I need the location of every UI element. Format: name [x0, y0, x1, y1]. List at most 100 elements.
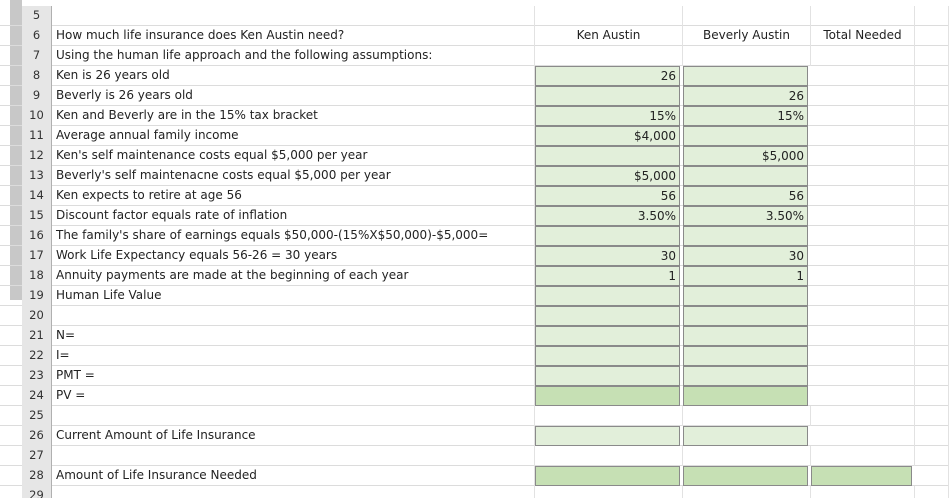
cell: [535, 226, 680, 246]
cell: [811, 366, 915, 386]
cell: [811, 406, 915, 426]
row-number: 29: [22, 486, 52, 498]
cell: [915, 186, 949, 206]
cell: [811, 286, 915, 306]
cell: 56: [535, 186, 680, 206]
cell: [811, 206, 915, 226]
cell: [915, 466, 949, 486]
cell: [535, 366, 680, 386]
cell: [811, 106, 915, 126]
cell: $5,000: [535, 166, 680, 186]
cell: [811, 246, 915, 266]
sheet-row: 14 Ken expects to retire at age 56 56 56: [0, 186, 949, 206]
sheet-row: 19 Human Life Value: [0, 286, 949, 306]
cell: [535, 86, 680, 106]
row-label: Average annual family income: [52, 126, 535, 146]
cell: [915, 26, 949, 46]
row-number: 22: [22, 346, 52, 366]
sheet-row: 18 Annuity payments are made at the begin…: [0, 266, 949, 286]
sheet-row: 12 Ken's self maintenance costs equal $5,…: [0, 146, 949, 166]
cell: [683, 326, 808, 346]
cell: 15%: [683, 106, 808, 126]
sheet-row: 26 Current Amount of Life Insurance: [0, 426, 949, 446]
cell: [915, 166, 949, 186]
row-number: 14: [22, 186, 52, 206]
cell: [811, 186, 915, 206]
cell: 30: [535, 246, 680, 266]
row-number: 24: [22, 386, 52, 406]
sheet-row: 9 Beverly is 26 years old 26: [0, 86, 949, 106]
cell: [683, 306, 808, 326]
sheet-row: 27: [0, 446, 949, 466]
sheet-row: 29: [0, 486, 949, 498]
sheet-row: 20: [0, 306, 949, 326]
sheet-row: 22 I=: [0, 346, 949, 366]
cell: [915, 486, 949, 498]
row-label: Ken is 26 years old: [52, 66, 535, 86]
cell: [535, 486, 683, 498]
cell: [915, 6, 949, 26]
cell: [915, 86, 949, 106]
cell: 26: [535, 66, 680, 86]
sheet-row: 21 N=: [0, 326, 949, 346]
cell: 3.50%: [535, 206, 680, 226]
row-label: Annuity payments are made at the beginni…: [52, 266, 535, 286]
cell: [811, 266, 915, 286]
row-number: 27: [22, 446, 52, 466]
cell: [915, 206, 949, 226]
row-label: [52, 446, 535, 466]
row-label: Ken and Beverly are in the 15% tax brack…: [52, 106, 535, 126]
cell: [811, 346, 915, 366]
cell: [811, 326, 915, 346]
row-number: 26: [22, 426, 52, 446]
cell: [811, 486, 915, 498]
row-label: Using the human life approach and the fo…: [52, 46, 535, 66]
cell: [811, 146, 915, 166]
row-number: 7: [22, 46, 52, 66]
cell: 3.50%: [683, 206, 808, 226]
sheet-row: 13 Beverly's self maintenacne costs equal…: [0, 166, 949, 186]
cell: 26: [683, 86, 808, 106]
cell: [915, 426, 949, 446]
row-number: 8: [22, 66, 52, 86]
cell: [535, 406, 683, 426]
cell: [535, 46, 683, 66]
row-label: The family's share of earnings equals $5…: [52, 226, 535, 246]
row-label: Beverly's self maintenacne costs equal $…: [52, 166, 535, 186]
cell: [535, 386, 680, 406]
sheet-row: 11 Average annual family income $4,000: [0, 126, 949, 146]
cell: [811, 466, 912, 486]
row-number: 21: [22, 326, 52, 346]
row-number: 23: [22, 366, 52, 386]
row-label: Amount of Life Insurance Needed: [52, 466, 535, 486]
sheet-row: 24 PV =: [0, 386, 949, 406]
sheet-row: 25: [0, 406, 949, 426]
row-number: 12: [22, 146, 52, 166]
cell: [535, 306, 680, 326]
cell: [915, 386, 949, 406]
cell: [535, 326, 680, 346]
cell: [683, 446, 811, 466]
cell: [683, 386, 808, 406]
cell: [915, 446, 949, 466]
cell: [915, 66, 949, 86]
row-label: Beverly is 26 years old: [52, 86, 535, 106]
cell: [811, 386, 915, 406]
cell: [811, 426, 915, 446]
row-label: [52, 6, 535, 26]
cell: [915, 286, 949, 306]
row-label: [52, 486, 535, 498]
cell: Ken Austin: [535, 26, 683, 46]
cell: [683, 286, 808, 306]
cell: [811, 306, 915, 326]
cell: 1: [683, 266, 808, 286]
row-label: [52, 406, 535, 426]
cell: 30: [683, 246, 808, 266]
cell: [683, 6, 811, 26]
cell: [915, 246, 949, 266]
sheet-row: 7 Using the human life approach and the f…: [0, 46, 949, 66]
cell: [535, 346, 680, 366]
sheet-row: 23 PMT =: [0, 366, 949, 386]
cell: [915, 106, 949, 126]
